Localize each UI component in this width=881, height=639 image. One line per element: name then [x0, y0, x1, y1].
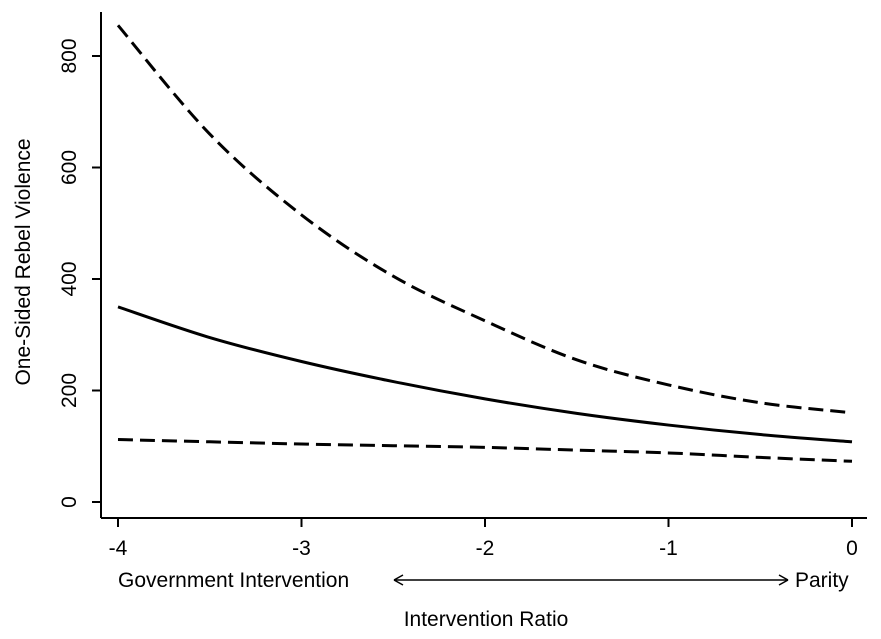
x-tick-label: 0 — [846, 537, 858, 560]
series-line-upper-bound — [116, 24, 853, 415]
double-arrow-icon — [393, 574, 789, 586]
x-tick-label: -1 — [659, 537, 678, 560]
y-tick-label: 0 — [58, 496, 81, 508]
x-axis-title: Intervention Ratio — [404, 608, 569, 631]
y-axis-title: One-Sided Rebel Violence — [12, 138, 35, 385]
y-tick-label: 600 — [58, 150, 81, 185]
series-line-estimate — [117, 305, 853, 444]
y-tick-label: 800 — [58, 38, 81, 73]
series-layer — [116, 24, 853, 463]
x-tick-label: -3 — [292, 537, 311, 560]
y-tick-label: 400 — [58, 261, 81, 296]
x-ticks: -4 -3 -2 -1 0 — [109, 518, 858, 560]
annotation-parity: Parity — [795, 569, 849, 592]
x-tick-label: -4 — [109, 537, 128, 560]
annotation-government-intervention: Government Intervention — [118, 569, 349, 592]
plot-area: 0 200 400 600 800 -4 -3 -2 -1 0 — [58, 12, 867, 560]
y-tick-label: 200 — [58, 373, 81, 408]
y-ticks: 0 200 400 600 800 — [58, 38, 101, 508]
x-tick-label: -2 — [476, 537, 495, 560]
series-line-lower-bound — [117, 438, 853, 463]
